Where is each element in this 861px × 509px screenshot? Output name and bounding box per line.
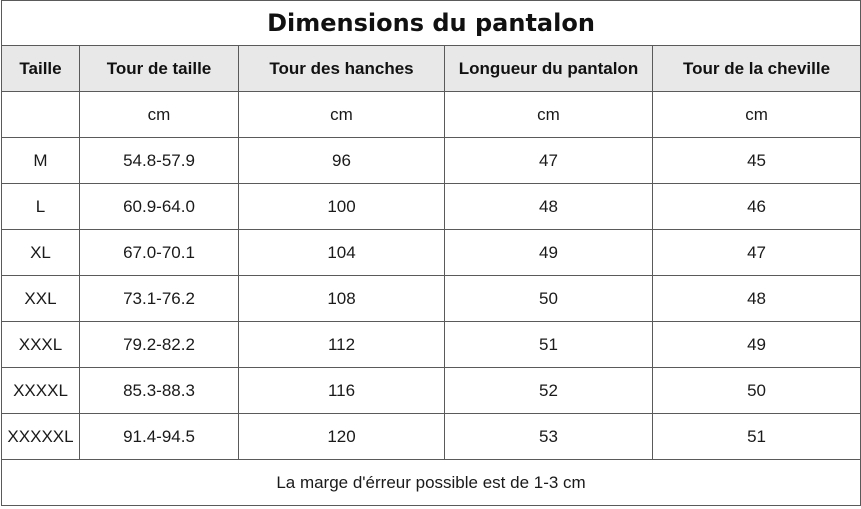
ankle-cell: 50 xyxy=(651,367,861,414)
hips-cell: 120 xyxy=(238,413,445,460)
size-cell: L xyxy=(1,183,80,230)
size-cell: M xyxy=(1,137,80,184)
hips-cell: 116 xyxy=(238,367,445,414)
unit-cell xyxy=(1,91,80,138)
waist-cell: 85.3-88.3 xyxy=(79,367,239,414)
waist-cell: 54.8-57.9 xyxy=(79,137,239,184)
size-cell: XXXXL xyxy=(1,367,80,414)
length-cell: 49 xyxy=(444,229,653,276)
table-row: M 54.8-57.9 96 47 45 xyxy=(1,137,861,184)
footer-row: La marge d'érreur possible est de 1-3 cm xyxy=(0,459,861,506)
waist-cell: 79.2-82.2 xyxy=(79,321,239,368)
length-cell: 47 xyxy=(444,137,653,184)
size-cell: XL xyxy=(1,229,80,276)
length-cell: 50 xyxy=(444,275,653,322)
hips-cell: 100 xyxy=(238,183,445,230)
table-row: XXXXXL 91.4-94.5 120 53 51 xyxy=(1,413,861,460)
size-cell: XXXXXL xyxy=(1,413,80,460)
unit-cell: cm xyxy=(651,91,861,138)
tolerance-note: La marge d'érreur possible est de 1-3 cm xyxy=(0,459,861,506)
length-cell: 52 xyxy=(444,367,653,414)
header-length: Longueur du pantalon xyxy=(444,45,653,92)
waist-cell: 73.1-76.2 xyxy=(79,275,239,322)
unit-row: cm cm cm cm xyxy=(1,91,861,138)
unit-cell: cm xyxy=(444,91,653,138)
ankle-cell: 48 xyxy=(651,275,861,322)
unit-cell: cm xyxy=(79,91,239,138)
header-row: Taille Tour de taille Tour des hanches L… xyxy=(1,45,861,92)
header-hips: Tour des hanches xyxy=(238,45,445,92)
table-row: XL 67.0-70.1 104 49 47 xyxy=(1,229,861,276)
length-cell: 53 xyxy=(444,413,653,460)
unit-cell: cm xyxy=(238,91,445,138)
hips-cell: 104 xyxy=(238,229,445,276)
header-size: Taille xyxy=(1,45,80,92)
hips-cell: 112 xyxy=(238,321,445,368)
hips-cell: 108 xyxy=(238,275,445,322)
size-cell: XXXL xyxy=(1,321,80,368)
table-title: Dimensions du pantalon xyxy=(0,0,861,46)
hips-cell: 96 xyxy=(238,137,445,184)
length-cell: 48 xyxy=(444,183,653,230)
header-waist: Tour de taille xyxy=(79,45,239,92)
waist-cell: 60.9-64.0 xyxy=(79,183,239,230)
waist-cell: 91.4-94.5 xyxy=(79,413,239,460)
ankle-cell: 46 xyxy=(651,183,861,230)
table-row: XXXXL 85.3-88.3 116 52 50 xyxy=(1,367,861,414)
ankle-cell: 49 xyxy=(651,321,861,368)
table-row: XXXL 79.2-82.2 112 51 49 xyxy=(1,321,861,368)
ankle-cell: 45 xyxy=(651,137,861,184)
length-cell: 51 xyxy=(444,321,653,368)
waist-cell: 67.0-70.1 xyxy=(79,229,239,276)
title-row: Dimensions du pantalon xyxy=(0,0,861,46)
ankle-cell: 47 xyxy=(651,229,861,276)
table-row: XXL 73.1-76.2 108 50 48 xyxy=(1,275,861,322)
header-ankle: Tour de la cheville xyxy=(651,45,861,92)
table-row: L 60.9-64.0 100 48 46 xyxy=(1,183,861,230)
ankle-cell: 51 xyxy=(651,413,861,460)
size-cell: XXL xyxy=(1,275,80,322)
